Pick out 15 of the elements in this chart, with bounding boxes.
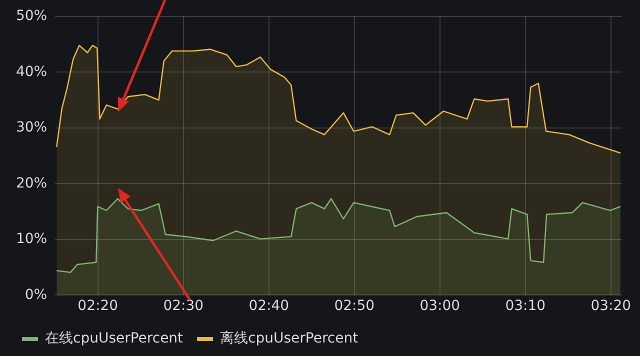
y-tick-label: 0% — [24, 286, 48, 303]
y-tick-label: 40% — [16, 64, 48, 80]
x-tick-label: 02:40 — [248, 298, 290, 314]
y-tick-label: 50% — [16, 8, 48, 24]
y-tick-label: 10% — [16, 231, 48, 248]
x-tick-label: 03:20 — [590, 298, 632, 314]
legend-label: 在线cpuUserPercent — [45, 330, 184, 347]
y-tick-label: 20% — [16, 175, 48, 192]
x-tick-label: 03:10 — [505, 298, 546, 314]
legend-label: 离线cpuUserPercent — [220, 330, 359, 347]
x-tick-label: 03:00 — [420, 298, 460, 314]
x-tick-label: 02:20 — [78, 298, 118, 314]
x-tick-label: 02:50 — [334, 298, 375, 314]
x-tick-label: 02:30 — [163, 298, 204, 314]
y-tick-label: 30% — [16, 120, 48, 136]
